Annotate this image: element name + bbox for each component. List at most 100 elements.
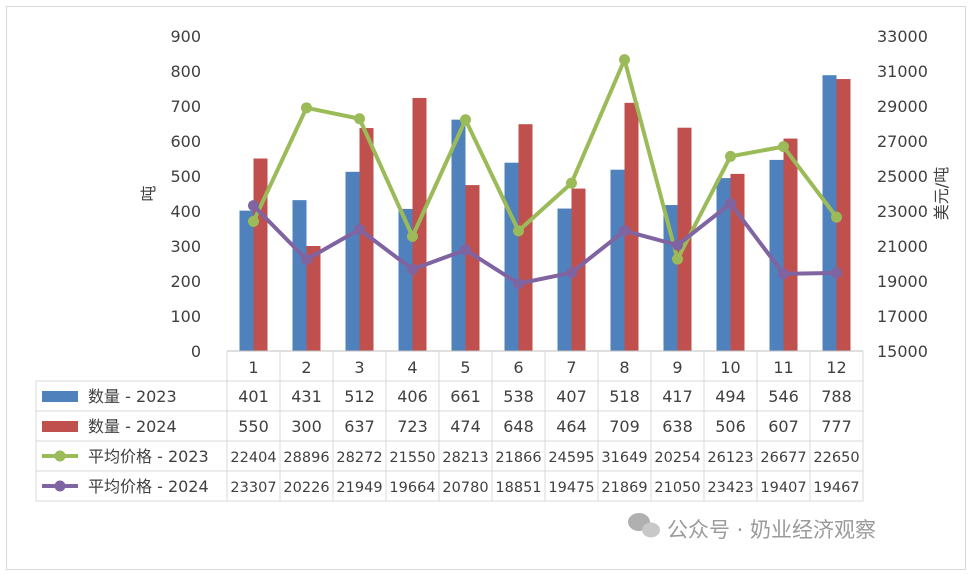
- line-point-2023: [672, 253, 683, 265]
- table-cell-value: 648: [503, 417, 534, 436]
- line-point-2024: [513, 278, 524, 290]
- line-point-2024: [407, 263, 418, 275]
- line-point-2024: [354, 223, 365, 235]
- y-left-tick-label: 800: [170, 62, 201, 81]
- y-left-axis-title: 吨: [139, 185, 158, 201]
- table-cell-value: 406: [397, 387, 428, 406]
- x-tick-label: 2: [301, 358, 311, 377]
- bar-2024: [306, 246, 321, 351]
- x-tick-label: 5: [460, 358, 470, 377]
- table-cell-value: 22404: [230, 450, 276, 466]
- y-right-tick-label: 31000: [877, 62, 928, 81]
- y-right-tick-label: 27000: [877, 132, 928, 151]
- bar-2024: [518, 124, 533, 351]
- y-left-tick-label: 100: [170, 307, 201, 326]
- y-right-tick-label: 29000: [877, 97, 928, 116]
- table-cell-value: 777: [821, 417, 852, 436]
- x-tick-label: 9: [672, 358, 682, 377]
- table-cell-value: 28896: [283, 450, 329, 466]
- x-tick-label: 6: [513, 358, 523, 377]
- table-cell-value: 26123: [707, 450, 753, 466]
- table-cell-value: 637: [344, 417, 375, 436]
- table-cell-value: 21869: [601, 480, 647, 496]
- table-cell-value: 506: [715, 417, 746, 436]
- legend-key-marker: [54, 480, 66, 492]
- bar-2024: [465, 185, 480, 351]
- table-cell-value: 518: [609, 387, 640, 406]
- line-point-2023: [407, 230, 418, 242]
- table-cell-value: 28272: [336, 450, 382, 466]
- legend-label: 数量 - 2024: [88, 417, 177, 436]
- table-cell-value: 494: [715, 387, 746, 406]
- table-cell-value: 788: [821, 387, 852, 406]
- table-cell-value: 22650: [813, 450, 859, 466]
- watermark-text: 公众号 · 奶业经济观察: [667, 518, 876, 542]
- table-cell-value: 26677: [760, 450, 806, 466]
- bar-2023: [292, 200, 307, 351]
- table-cell-value: 20254: [654, 450, 700, 466]
- y-left-tick-label: 500: [170, 167, 201, 186]
- table-cell-value: 19664: [389, 480, 435, 496]
- bar-2024: [836, 79, 851, 352]
- table-cell-value: 709: [609, 417, 640, 436]
- table-cell-value: 661: [450, 387, 481, 406]
- y-right-tick-label: 15000: [877, 342, 928, 361]
- table-cell-value: 21050: [654, 480, 700, 496]
- y-right-tick-label: 25000: [877, 167, 928, 186]
- legend-label: 平均价格 - 2024: [88, 477, 209, 496]
- table-cell-value: 407: [556, 387, 587, 406]
- line-point-2024: [831, 267, 842, 279]
- y-left-tick-label: 600: [170, 132, 201, 151]
- table-cell-value: 24595: [548, 450, 594, 466]
- x-tick-label: 7: [566, 358, 576, 377]
- bar-2024: [359, 128, 374, 351]
- line-point-2024: [301, 254, 312, 266]
- bar-2023: [398, 208, 413, 351]
- wechat-icon: [628, 513, 660, 538]
- y-right-tick-label: 23000: [877, 202, 928, 221]
- line-series-2023: [251, 57, 839, 262]
- line-point-2023: [566, 177, 577, 189]
- x-tick-label: 11: [773, 358, 793, 377]
- table-cell-value: 607: [768, 417, 799, 436]
- y-left-tick-label: 0: [191, 342, 201, 361]
- line-point-2024: [566, 267, 577, 279]
- table-cell-value: 417: [662, 387, 693, 406]
- legend-label: 数量 - 2023: [88, 387, 177, 406]
- table-cell-value: 723: [397, 417, 428, 436]
- table-cell-value: 23423: [707, 480, 753, 496]
- line-point-2023: [248, 215, 259, 227]
- table-cell-value: 464: [556, 417, 587, 436]
- table-cell-value: 18851: [495, 480, 541, 496]
- x-tick-label: 4: [407, 358, 417, 377]
- legend-key-marker: [54, 450, 66, 462]
- bar-2024: [783, 138, 798, 351]
- y-right-tick-label: 33000: [877, 27, 928, 46]
- bar-2023: [345, 171, 360, 351]
- table-cell-value: 474: [450, 417, 481, 436]
- table-cell-value: 401: [238, 387, 269, 406]
- y-left-tick-label: 900: [170, 27, 201, 46]
- line-point-2024: [619, 225, 630, 237]
- table-cell-value: 19407: [760, 480, 806, 496]
- chart-frame: 0 100 200 300 400 500 600 700 800 900 15000 17000 19…: [6, 6, 966, 570]
- line-series-2024: [252, 201, 837, 286]
- bar-2023: [504, 162, 519, 351]
- y-right-tick-label: 17000: [877, 307, 928, 326]
- y-left-tick-label: 700: [170, 97, 201, 116]
- x-tick-label: 10: [720, 358, 740, 377]
- bar-2023: [451, 119, 466, 352]
- y-left-tick-label: 200: [170, 272, 201, 291]
- line-point-2023: [354, 113, 365, 125]
- table-cell-value: 19475: [548, 480, 594, 496]
- table-cell-value: 538: [503, 387, 534, 406]
- table-cell-value: 550: [238, 417, 269, 436]
- line-point-2023: [301, 102, 312, 114]
- line-point-2023: [778, 141, 789, 153]
- x-tick-label: 12: [826, 358, 846, 377]
- table-cell-value: 20780: [442, 480, 488, 496]
- y-right-axis-title: 美元/吨: [932, 167, 951, 220]
- table-cell-value: 638: [662, 417, 693, 436]
- bar-2023: [716, 178, 731, 351]
- table-cell-value: 300: [291, 417, 322, 436]
